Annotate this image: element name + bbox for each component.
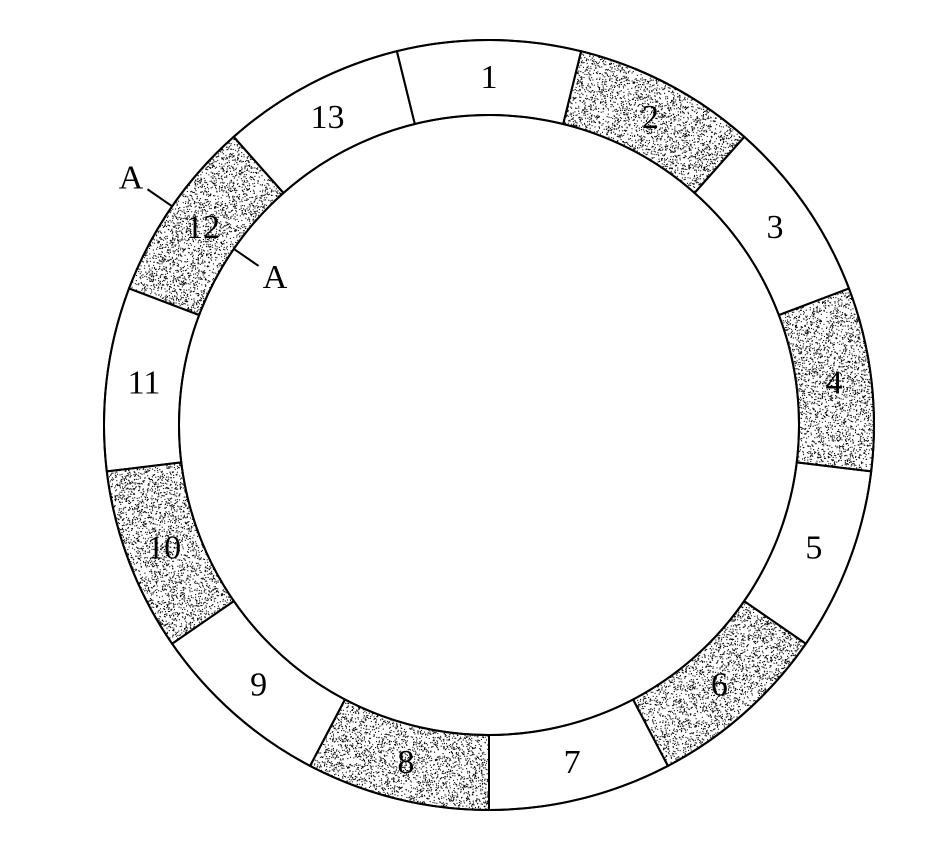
- section-label-inner: A: [263, 259, 288, 296]
- segment-label-9: 9: [250, 667, 267, 704]
- segment-label-5: 5: [805, 530, 822, 567]
- segment-label-6: 6: [711, 667, 728, 704]
- section-tick-inner: [234, 249, 259, 266]
- section-label-outer: A: [119, 159, 144, 196]
- section-tick-outer: [147, 189, 172, 206]
- segment-label-12: 12: [186, 209, 220, 246]
- segment-label-2: 2: [642, 99, 659, 136]
- segment-label-10: 10: [147, 530, 181, 567]
- segment-label-1: 1: [481, 59, 498, 96]
- segment-label-11: 11: [128, 365, 161, 402]
- ring-segments: 12345678910111213: [104, 40, 874, 811]
- segment-label-3: 3: [766, 209, 783, 246]
- inner-circle: [179, 115, 799, 735]
- segment-label-13: 13: [311, 99, 345, 136]
- segment-label-7: 7: [564, 744, 581, 781]
- segmented-ring-diagram: 12345678910111213AA: [0, 0, 938, 851]
- segment-label-4: 4: [825, 365, 842, 402]
- outer-circle: [104, 40, 874, 810]
- segment-label-8: 8: [397, 744, 414, 781]
